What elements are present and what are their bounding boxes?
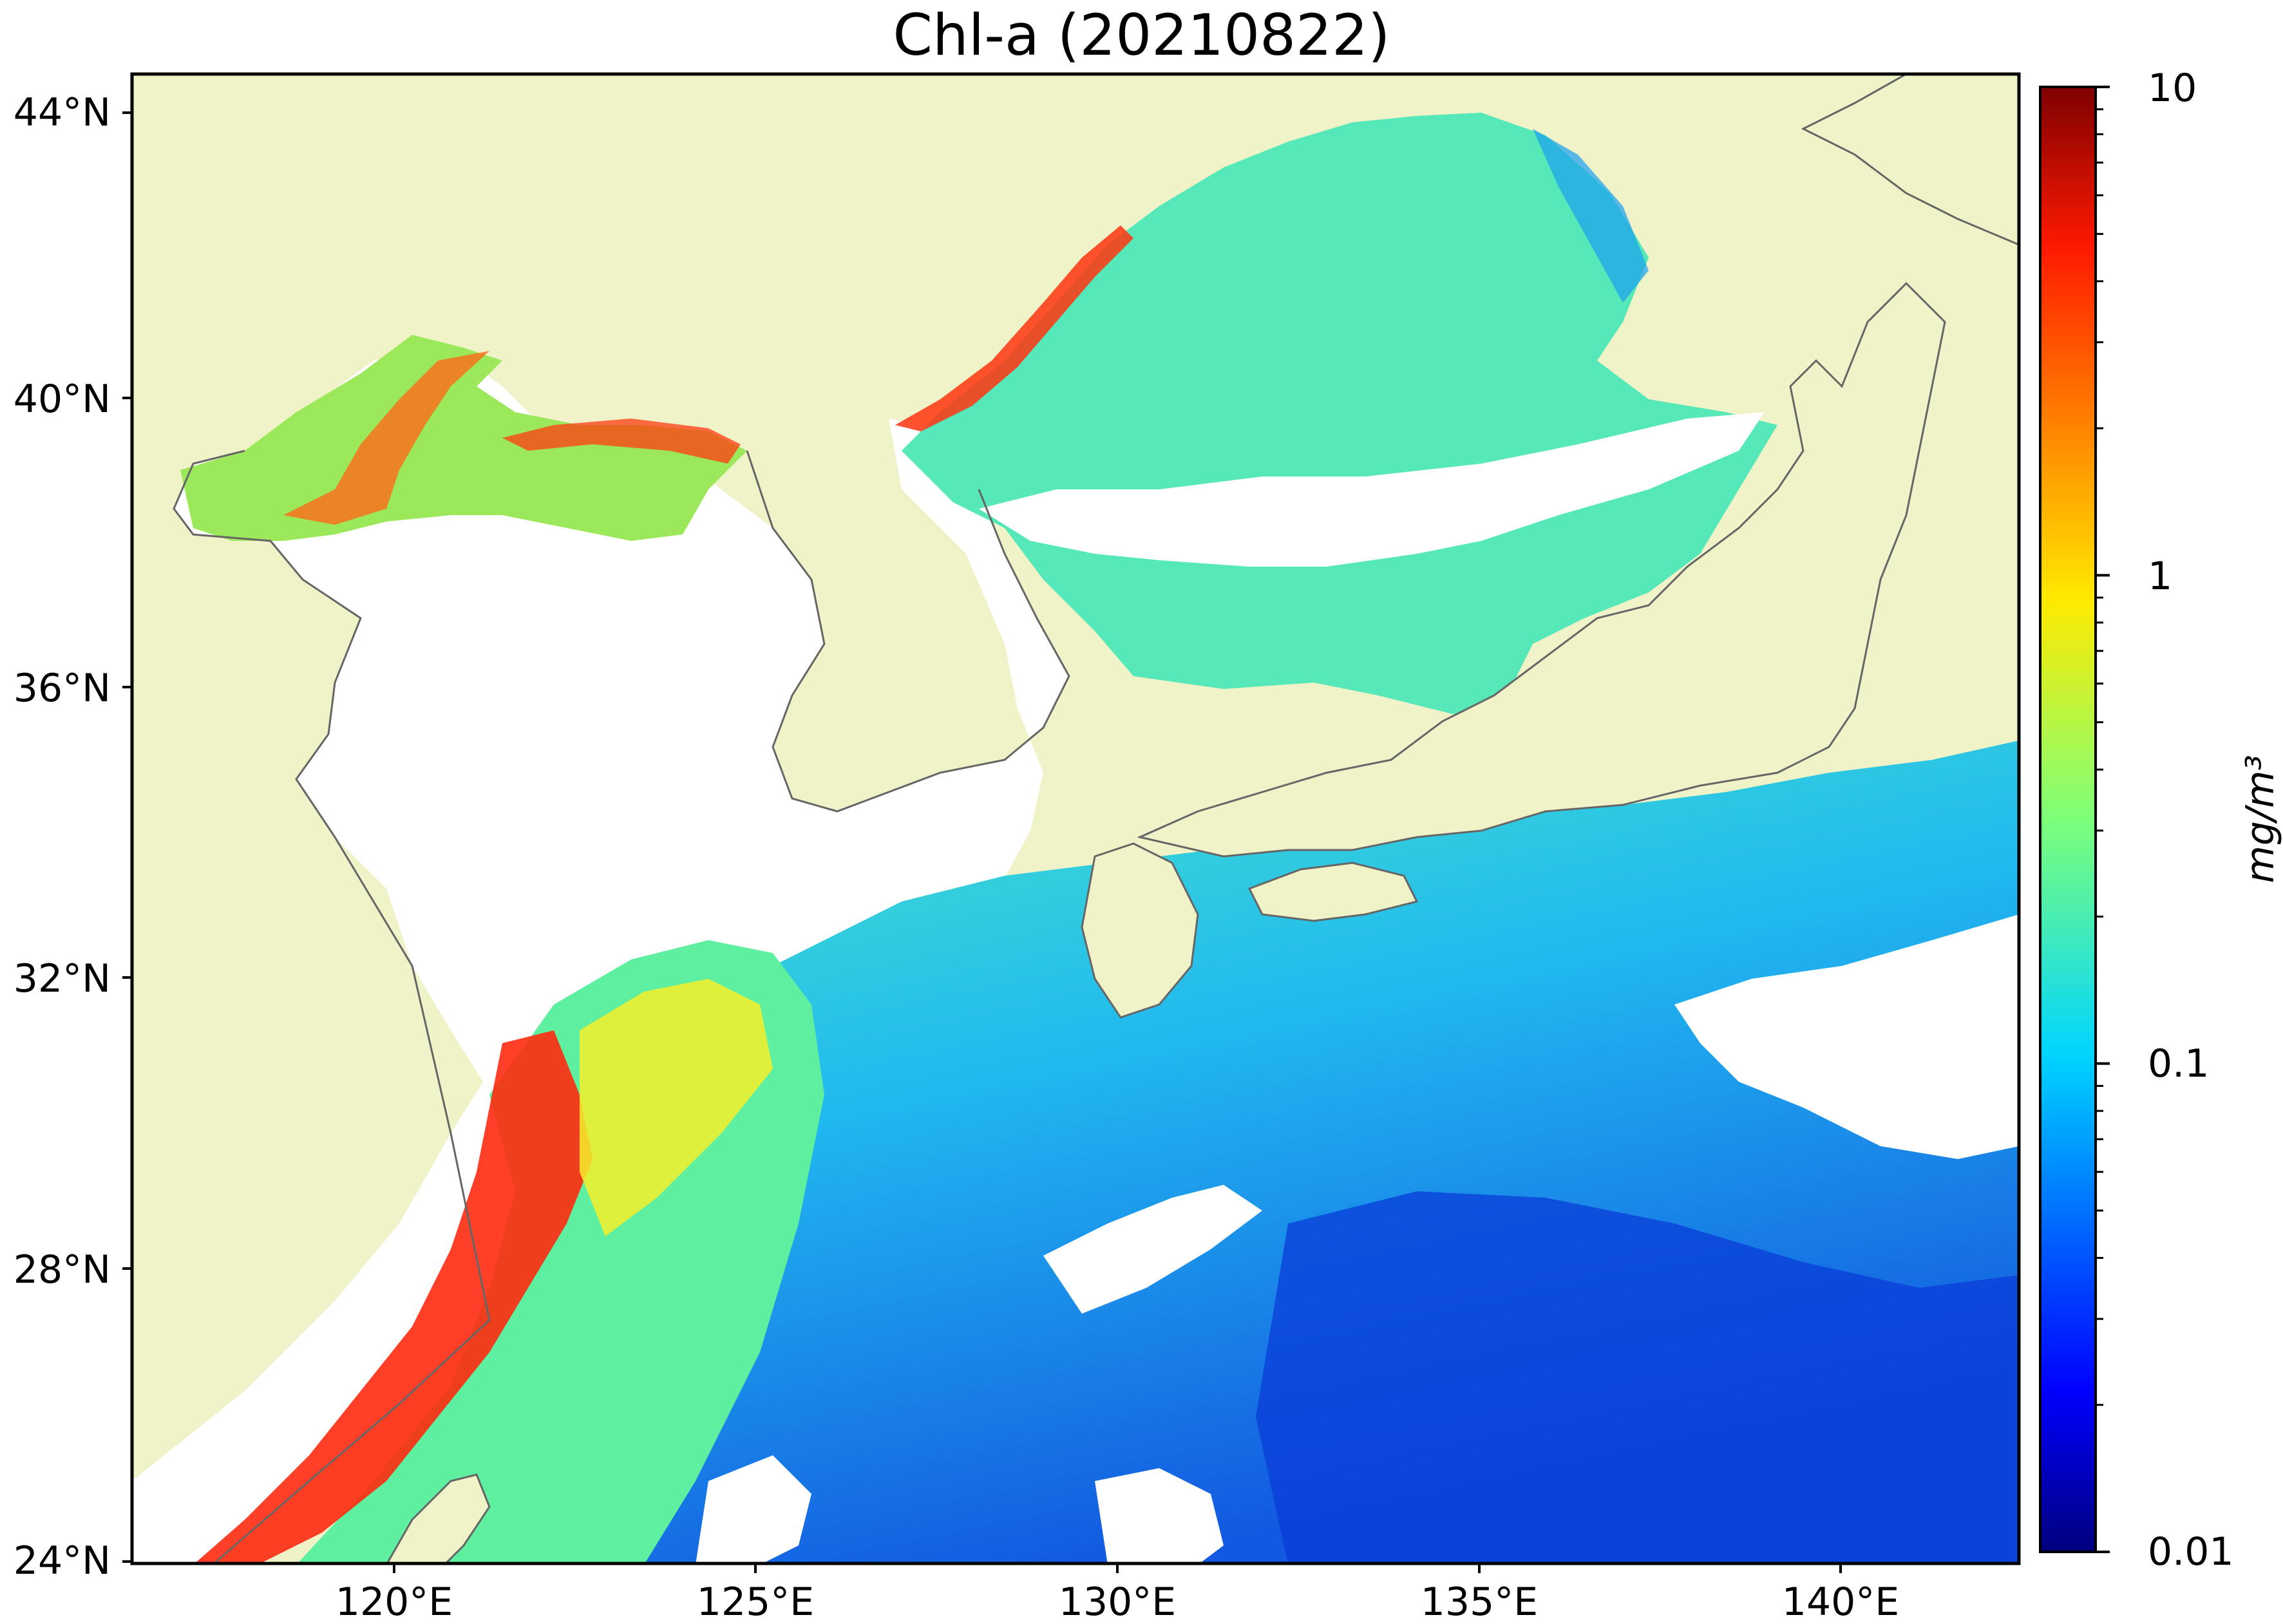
north-japan-sea-blue-band bbox=[1533, 129, 1649, 303]
colorbar-gradient bbox=[2040, 87, 2096, 1552]
zhejiang-coastal-bloom bbox=[194, 1030, 592, 1563]
sea-of-japan bbox=[902, 113, 1777, 715]
colorbar-unit-label: mg/m³ bbox=[2238, 755, 2283, 883]
yellow-sea-no-data bbox=[132, 348, 1069, 1563]
colorbar-label-0-1: 0.1 bbox=[2148, 1041, 2209, 1086]
bohai-sea-coastal-bloom bbox=[283, 351, 489, 525]
ocean-cloud-patch bbox=[696, 1455, 811, 1563]
lat-label-36n: 36°N bbox=[14, 666, 111, 711]
taiwan-island bbox=[386, 1473, 491, 1563]
lon-label-140e: 140°E bbox=[1782, 1580, 1899, 1624]
colorbar-label-0-01: 0.01 bbox=[2148, 1529, 2234, 1574]
china-coastline bbox=[173, 449, 491, 1563]
colorbar-ticks bbox=[2096, 86, 2110, 1553]
hokkaido-island bbox=[1801, 74, 2019, 246]
kyushu-island bbox=[1081, 842, 1199, 1019]
lon-label-130e: 130°E bbox=[1059, 1580, 1176, 1624]
lon-label-120e: 120°E bbox=[336, 1580, 453, 1624]
ocean-cloud-patch bbox=[1043, 1185, 1262, 1314]
colorbar-label-1: 1 bbox=[2148, 554, 2172, 599]
colorbar: 10 1 0.1 0.01 mg/m³ bbox=[2039, 66, 2283, 1574]
lat-label-40n: 40°N bbox=[14, 377, 111, 422]
korea-east-coast-bloom bbox=[895, 225, 1133, 431]
east-china-sea-yellow-shelf bbox=[580, 979, 773, 1236]
korea-coastline bbox=[746, 450, 1070, 813]
honshu-island bbox=[1137, 281, 1946, 858]
shikoku-island bbox=[1247, 862, 1419, 922]
deep-blue-oligotrophic bbox=[1256, 1191, 2019, 1563]
liaodong-bay-bloom bbox=[502, 419, 741, 464]
lat-label-24n: 24°N bbox=[14, 1538, 111, 1583]
lon-label-125e: 125°E bbox=[697, 1580, 814, 1624]
sea-of-japan-cloud-gap bbox=[979, 412, 1765, 567]
map-frame bbox=[130, 72, 2021, 1565]
bohai-sea bbox=[180, 335, 747, 541]
colorbar-frame bbox=[2039, 86, 2097, 1553]
colorbar-label-10: 10 bbox=[2148, 66, 2197, 111]
latitude-axis: 44°N 40°N 36°N 32°N 28°N 24°N bbox=[14, 90, 132, 1583]
ocean-cloud-patch bbox=[1674, 914, 2019, 1159]
lat-label-44n: 44°N bbox=[14, 90, 111, 135]
lat-label-32n: 32°N bbox=[14, 956, 111, 1001]
ocean-cloud-patch bbox=[1095, 1468, 1224, 1563]
lat-label-28n: 28°N bbox=[14, 1247, 111, 1292]
map-panel bbox=[132, 74, 2019, 1563]
map-title: Chl-a (20210822) bbox=[893, 2, 1390, 68]
longitude-axis: 120°E 125°E 130°E 135°E 140°E bbox=[336, 1563, 1899, 1624]
lon-label-135e: 135°E bbox=[1421, 1580, 1538, 1624]
